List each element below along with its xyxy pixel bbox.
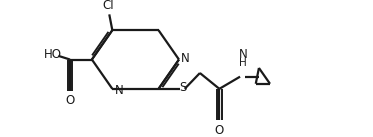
Text: N: N [181, 52, 190, 65]
Text: O: O [65, 94, 75, 107]
Text: S: S [179, 81, 186, 94]
Text: N: N [115, 84, 123, 97]
Text: HO: HO [44, 48, 62, 61]
Text: H: H [239, 58, 247, 68]
Text: N: N [239, 48, 247, 61]
Text: O: O [215, 124, 224, 137]
Text: Cl: Cl [102, 0, 114, 12]
